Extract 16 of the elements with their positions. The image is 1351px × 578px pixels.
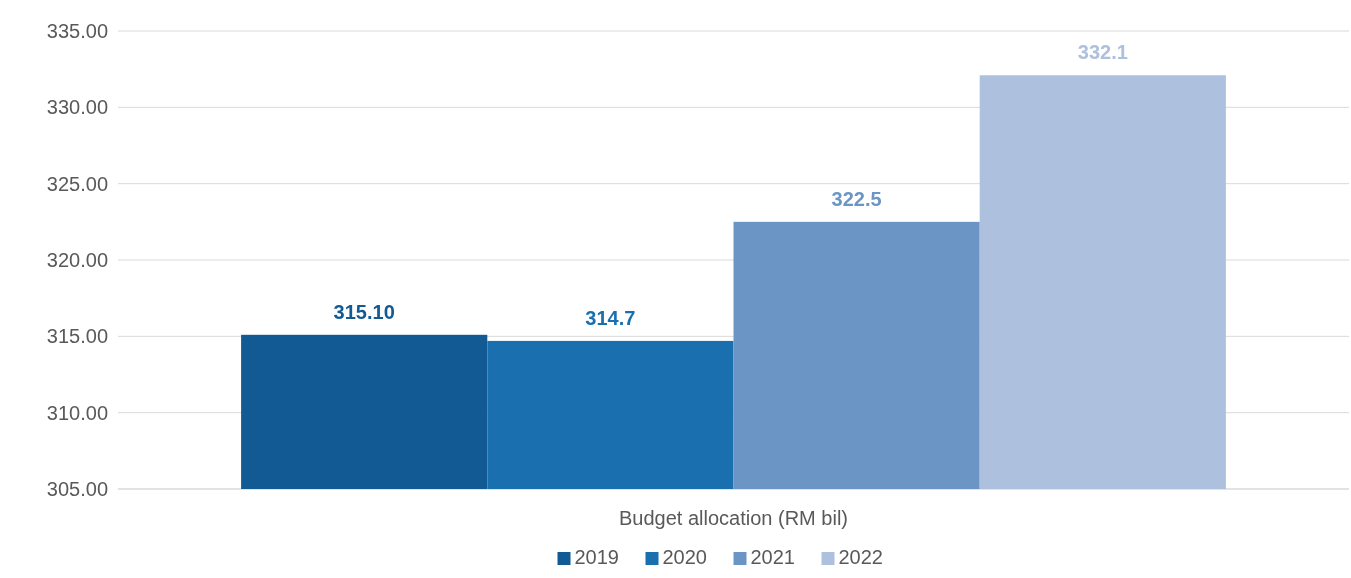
y-tick-label: 320.00 [46,249,108,271]
y-tick-label: 330.00 [46,96,108,119]
legend-label: 2022 [838,546,883,568]
data-label: 322.5 [831,187,882,210]
y-tick-label: 335.00 [46,20,108,42]
y-tick-label: 315.00 [46,325,108,348]
y-tick-label: 305.00 [46,478,108,500]
y-tick-label: 325.00 [46,172,108,195]
data-label: 315.10 [333,300,395,323]
data-label: 332.1 [1077,41,1128,64]
legend-label: 2019 [574,546,619,568]
x-tick-label: Budget allocation (RM bil) [619,507,848,529]
y-tick-label: 310.00 [46,401,108,424]
legend-label: 2021 [750,546,795,568]
legend-label: 2020 [662,546,707,568]
data-label: 314.7 [585,306,636,329]
